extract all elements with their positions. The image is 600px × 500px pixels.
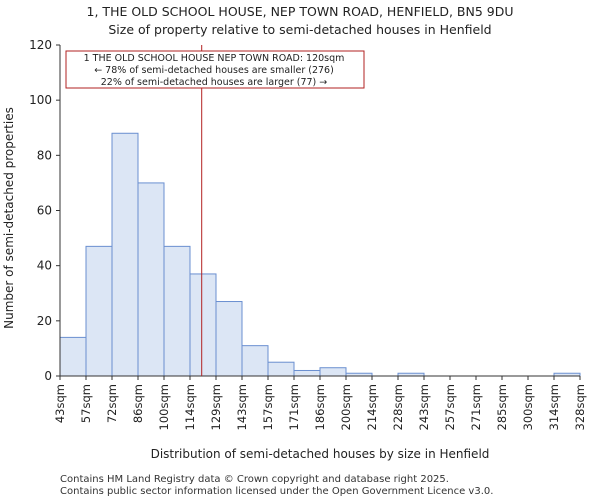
- x-tick-label-57sqm: 57sqm: [79, 384, 93, 423]
- chart-title: 1, THE OLD SCHOOL HOUSE, NEP TOWN ROAD, …: [86, 4, 514, 19]
- bar-100sqm: [163, 245, 191, 377]
- x-tick-label-171sqm: 171sqm: [287, 384, 301, 430]
- y-tick-label-20: 20: [37, 314, 52, 328]
- bar-129sqm: [215, 301, 243, 377]
- y-tick-label-100: 100: [29, 93, 52, 107]
- x-tick-label-200sqm: 200sqm: [339, 384, 353, 430]
- annotation-line-1: 1 THE OLD SCHOOL HOUSE NEP TOWN ROAD: 12…: [84, 53, 345, 64]
- bar-43sqm: [59, 336, 87, 377]
- footer-attribution-line2: Contains public sector information licen…: [60, 486, 494, 497]
- annotation-box: [65, 50, 365, 89]
- x-tick-label-257sqm: 257sqm: [443, 384, 457, 430]
- x-tick-label-157sqm: 157sqm: [261, 384, 275, 430]
- y-axis-label: Number of semi-detached properties: [2, 107, 16, 329]
- x-tick-label-129sqm: 129sqm: [209, 384, 223, 430]
- x-tick-label-214sqm: 214sqm: [365, 384, 379, 430]
- x-tick-label-228sqm: 228sqm: [391, 384, 405, 430]
- x-tick-label-300sqm: 300sqm: [521, 384, 535, 430]
- x-tick-label-114sqm: 114sqm: [183, 384, 197, 430]
- x-tick-label-43sqm: 43sqm: [53, 384, 67, 423]
- axes-group: 0 20 40 60 80 100 120 43sqm 57sqm 72sqm 86sqm 100sq…: [29, 38, 587, 430]
- bar-171sqm: [293, 369, 321, 377]
- footer-attribution-line1: Contains HM Land Registry data © Crown c…: [60, 474, 449, 485]
- x-tick-label-285sqm: 285sqm: [495, 384, 509, 430]
- bar-143sqm: [241, 345, 269, 377]
- bar-114sqm: [189, 273, 217, 377]
- y-tick-label-0: 0: [44, 369, 52, 383]
- y-tick-label-60: 60: [37, 204, 52, 218]
- x-tick-label-86sqm: 86sqm: [131, 384, 145, 423]
- property-marker-group: 1 THE OLD SCHOOL HOUSE NEP TOWN ROAD: 12…: [65, 45, 365, 376]
- x-tick-label-314sqm: 314sqm: [547, 384, 561, 430]
- x-tick-label-100sqm: 100sqm: [157, 384, 171, 430]
- bar-157sqm: [267, 361, 295, 377]
- bar-72sqm: [111, 132, 139, 377]
- x-tick-label-186sqm: 186sqm: [313, 384, 327, 430]
- x-tick-label-271sqm: 271sqm: [469, 384, 483, 430]
- x-tick-label-143sqm: 143sqm: [235, 384, 249, 430]
- bar-86sqm: [137, 182, 165, 377]
- x-tick-label-328sqm: 328sqm: [573, 384, 587, 430]
- y-tick-label-40: 40: [37, 259, 52, 273]
- bars-group: [59, 132, 581, 377]
- y-tick-label-120: 120: [29, 38, 52, 52]
- chart-subtitle: Size of property relative to semi-detach…: [108, 22, 492, 37]
- bar-186sqm: [319, 367, 347, 377]
- annotation-line-2: ← 78% of semi-detached houses are smalle…: [94, 65, 334, 76]
- x-tick-label-72sqm: 72sqm: [105, 384, 119, 423]
- bar-57sqm: [85, 245, 113, 377]
- annotation-line-3: 22% of semi-detached houses are larger (…: [101, 77, 328, 88]
- x-axis-label: Distribution of semi-detached houses by …: [151, 447, 490, 461]
- y-tick-label-80: 80: [37, 148, 52, 162]
- x-tick-label-243sqm: 243sqm: [417, 384, 431, 430]
